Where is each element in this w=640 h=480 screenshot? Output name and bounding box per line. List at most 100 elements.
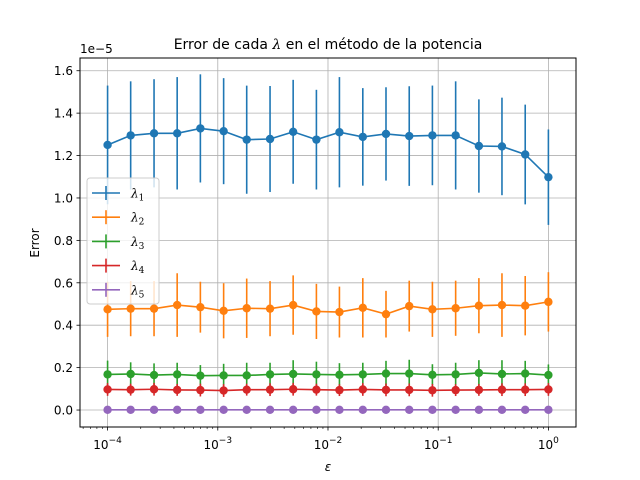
data-point [312,405,321,415]
data-point [265,134,275,144]
data-point [242,304,251,313]
data-point [219,386,228,395]
data-point [196,385,205,395]
data-point [405,301,414,311]
data-point [497,300,507,310]
data-point [405,405,414,415]
data-point [381,309,391,319]
data-point [451,385,460,395]
data-point [335,405,344,415]
data-point [358,370,368,379]
data-point [126,304,135,313]
data-point [544,297,553,307]
data-point [381,129,391,139]
data-point [521,405,530,415]
series-lambda-5 [103,405,553,415]
data-point [521,150,530,159]
data-point [474,405,484,415]
y-tick-label: 0.4 [54,319,73,333]
grid [80,58,576,427]
data-point [497,405,507,415]
data-point [265,405,275,415]
series-lambda-2 [103,272,553,339]
data-point [521,385,530,394]
data-point [474,301,484,310]
y-tick-label: 0.2 [54,361,73,375]
y-tick-label: 1.0 [54,191,73,205]
x-axis-label: ε [325,460,332,474]
data-point [312,370,321,379]
data-point [381,369,391,378]
data-point [381,405,391,415]
data-point [219,306,228,315]
data-point [126,131,135,140]
data-point [521,369,530,378]
data-point [149,129,159,138]
data-point [428,305,437,314]
data-point [126,385,135,394]
data-point [103,140,112,150]
y-tick-label: 0.0 [54,404,73,418]
data-point [335,385,344,395]
data-point [265,370,275,379]
data-point [544,405,553,415]
data-point [196,302,205,312]
data-point [405,131,414,141]
data-point [172,405,182,415]
chart-title-prefix: Error de cada [174,37,273,53]
data-point [358,405,368,415]
data-point [521,301,530,310]
data-point [405,385,414,395]
data-point [126,405,135,415]
data-point [288,300,298,310]
x-tick-label: 10−3 [204,436,233,452]
series-lambda-1 [103,74,553,225]
data-point [126,369,135,379]
data-point [172,129,182,138]
data-point [288,385,298,394]
data-point [288,369,298,379]
data-point [219,126,228,136]
legend-box [86,177,160,305]
data-point [219,371,228,380]
data-point [358,385,368,394]
legend-entry-lambda-4: λ4 [92,258,145,276]
data-point [474,385,484,395]
data-point [196,124,205,133]
legend-entry-lambda-2: λ2 [92,210,144,228]
data-point [312,307,321,316]
x-axis: 10−4 10−3 10−2 10−1 100 [82,427,559,452]
data-point [497,142,507,151]
data-point [335,370,344,380]
x-tick-label: 10−2 [314,436,343,452]
data-point [335,128,344,137]
data-point [149,304,159,313]
legend-label: λ4 [130,259,145,276]
data-point [497,385,507,394]
y-tick-label: 0.8 [54,234,73,248]
data-point [451,405,460,415]
data-point [381,385,391,395]
data-point [451,370,460,379]
data-point [451,131,460,140]
data-point [103,405,112,415]
data-point [242,385,251,394]
legend-label: λ5 [130,283,145,300]
y-offset-text: 1e−5 [80,42,113,56]
data-point [172,385,182,395]
legend-label: λ2 [130,211,144,228]
series-lambda-4 [103,382,553,397]
data-point [451,304,460,313]
data-point [428,131,437,140]
y-tick-label: 1.2 [54,149,73,163]
data-point [196,371,205,380]
data-point [149,370,159,380]
data-point [265,304,275,313]
legend-label: λ3 [130,235,145,252]
data-point [172,370,182,379]
data-point [242,371,251,380]
data-point [335,307,344,317]
series-lambda-3 [103,359,553,389]
series-layer [103,74,553,415]
x-tick-label: 100 [538,436,559,452]
